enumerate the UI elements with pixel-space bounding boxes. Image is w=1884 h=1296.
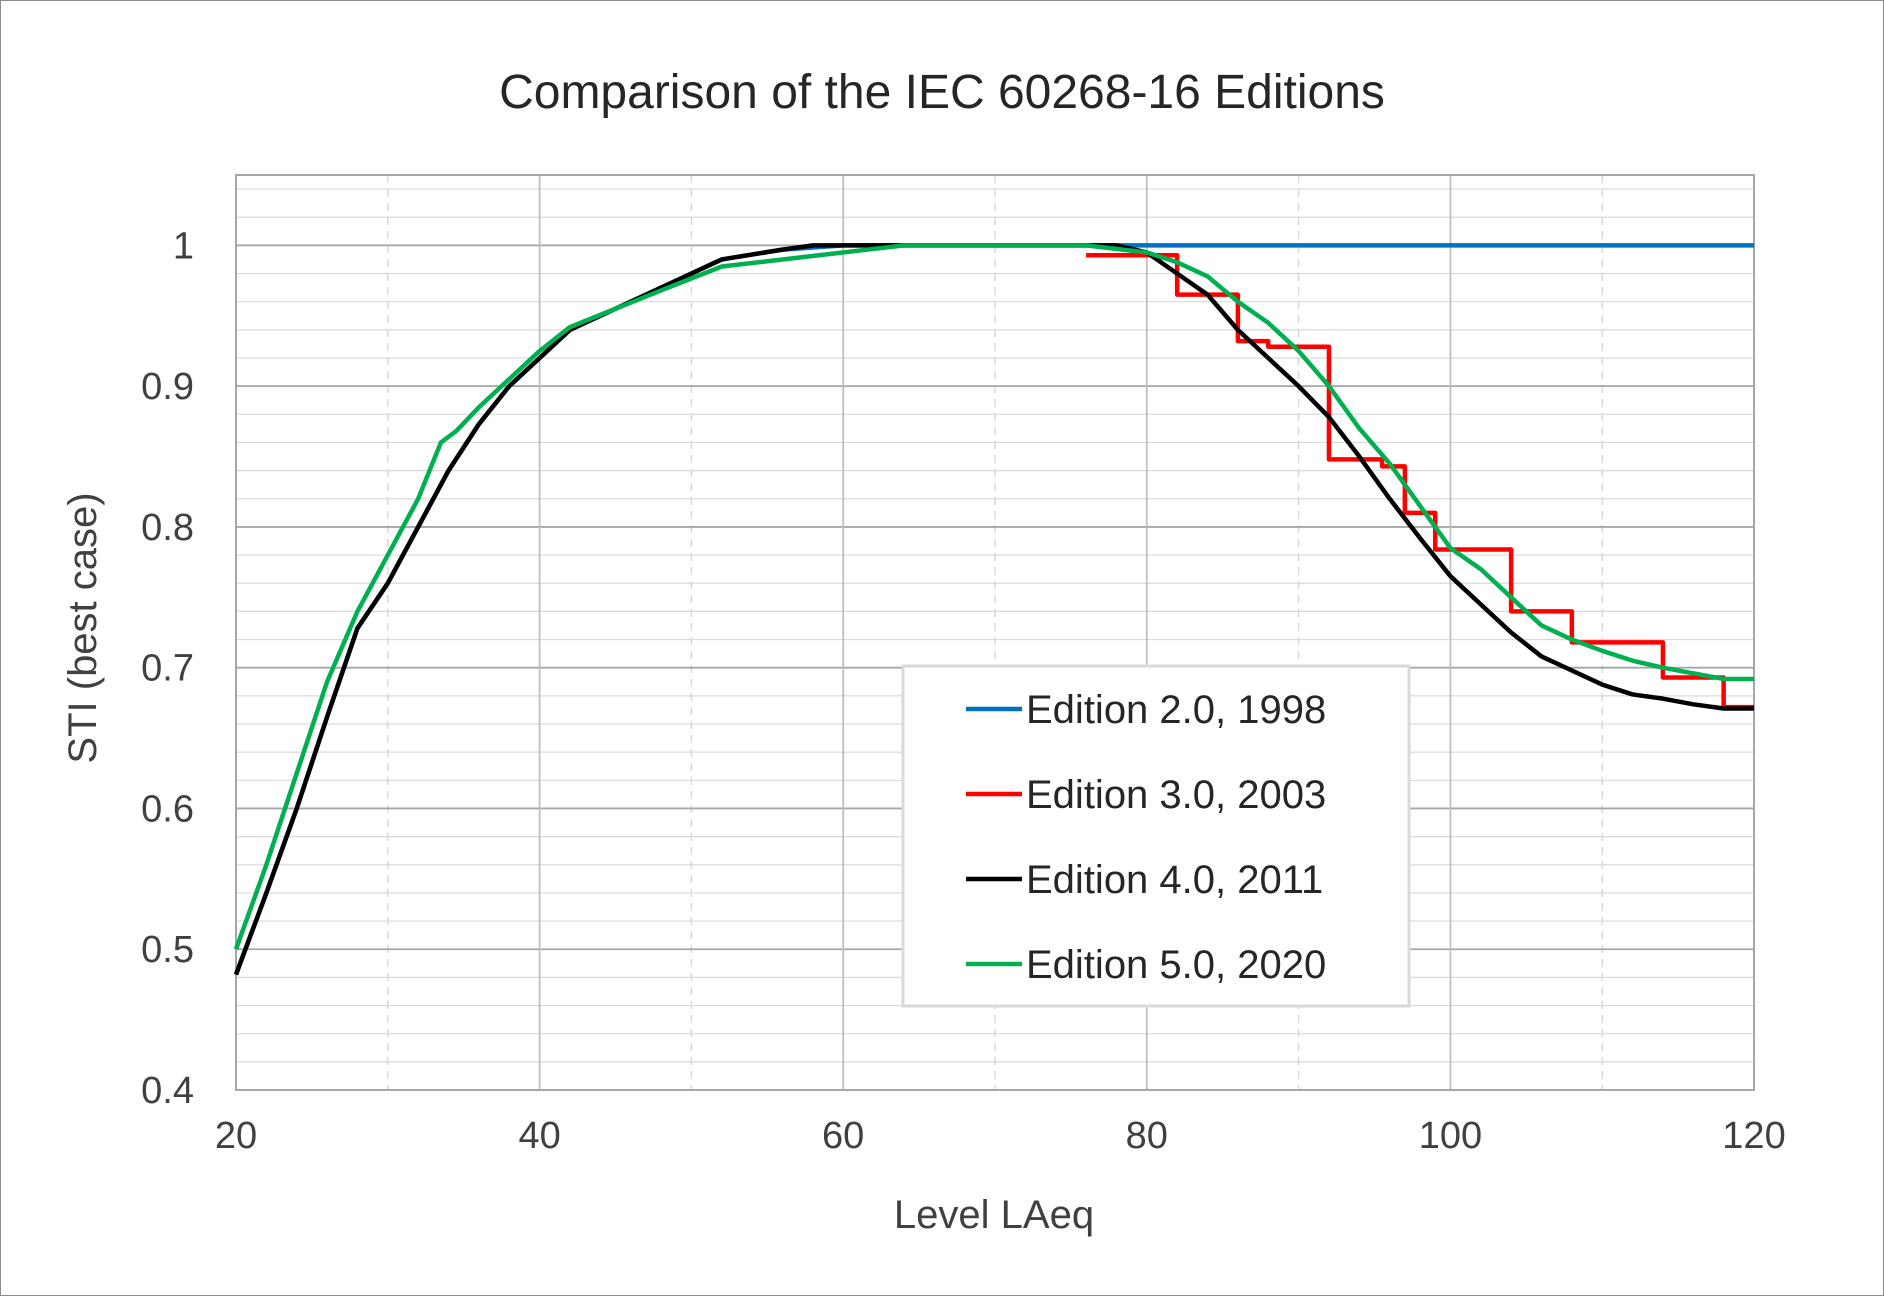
chart-title: Comparison of the IEC 60268-16 Editions <box>499 66 1385 119</box>
series-line-4 <box>233 243 1754 950</box>
x-axis-tick-labels: 20 40 60 80 100 120 <box>215 1115 1786 1157</box>
legend-label: Edition 2.0, 1998 <box>1026 688 1326 732</box>
series-layer <box>233 243 1754 976</box>
y-tick-label: 0.8 <box>141 507 194 549</box>
x-tick-label: 20 <box>215 1115 257 1157</box>
x-tick-label: 120 <box>1722 1115 1785 1157</box>
y-tick-label: 1 <box>173 225 194 267</box>
y-tick-label: 0.9 <box>141 366 194 408</box>
y-tick-label: 0.5 <box>141 929 194 971</box>
y-axis-tick-labels: 0.4 0.5 0.6 0.7 0.8 0.9 1 <box>141 225 194 1112</box>
y-tick-label: 0.7 <box>141 648 194 690</box>
x-axis-title: Level LAeq <box>894 1193 1094 1237</box>
y-tick-label: 0.4 <box>141 1070 194 1112</box>
x-tick-label: 80 <box>1126 1115 1168 1157</box>
legend-label: Edition 4.0, 2011 <box>1026 858 1323 902</box>
x-tick-label: 100 <box>1419 1115 1482 1157</box>
legend-label: Edition 5.0, 2020 <box>1026 943 1326 987</box>
x-tick-label: 40 <box>518 1115 560 1157</box>
legend-box <box>901 664 1411 1008</box>
y-tick-label: 0.6 <box>141 788 194 830</box>
legend: Edition 2.0, 1998 Edition 3.0, 2003 Editio… <box>901 664 1411 1008</box>
series-line-3 <box>233 243 1754 976</box>
series-line-2 <box>1086 252 1754 710</box>
legend-label: Edition 3.0, 2003 <box>1026 773 1326 817</box>
x-tick-label: 60 <box>822 1115 864 1157</box>
plot-area-border <box>235 174 1755 1091</box>
y-axis-title: STI (best case) <box>61 492 105 763</box>
